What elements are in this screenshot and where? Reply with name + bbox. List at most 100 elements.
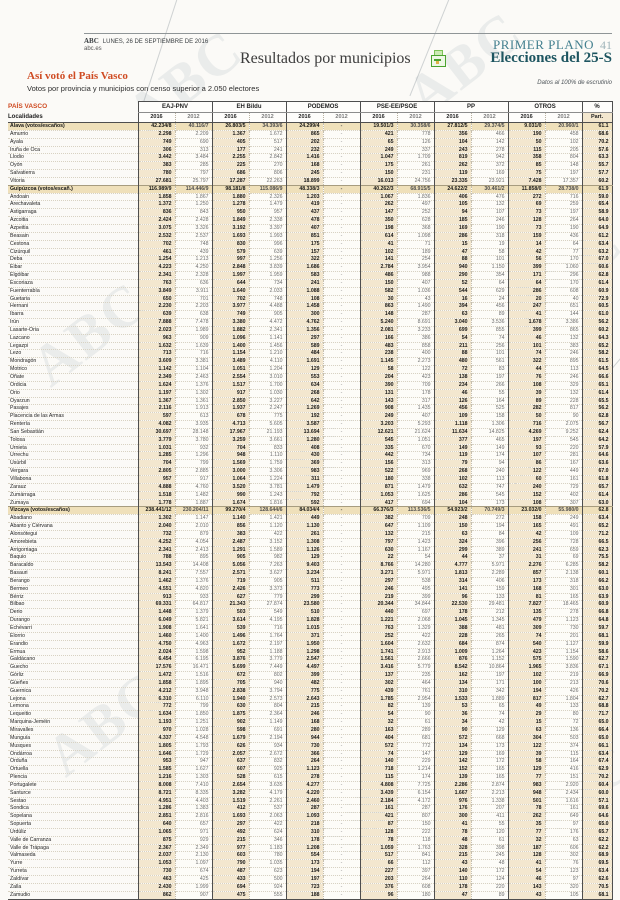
locality-name: Astigarraga <box>8 208 139 217</box>
vote-value: 1.167 <box>396 545 435 554</box>
table-row: Orduña 953 947 637 832 264-140 229 142 172 58 164 6… <box>8 757 613 766</box>
vote-value: 2.954 <box>396 694 435 703</box>
vote-value: 778 <box>396 129 435 139</box>
vote-value: 863 <box>359 302 398 311</box>
vote-value: 68.1 <box>581 890 613 900</box>
vote-value: 539 <box>211 624 250 633</box>
vote-value: 947 <box>174 757 213 766</box>
vote-value: 41 <box>359 239 398 248</box>
vote-value: 100 <box>507 678 546 688</box>
locality-name: Yurre <box>8 859 139 868</box>
vote-value: - <box>322 647 361 656</box>
year-header: 2012 <box>544 112 583 123</box>
vote-value: 4.277 <box>285 780 324 790</box>
vote-value: - <box>322 820 361 829</box>
vote-value: 699 <box>433 325 472 335</box>
vote-value: 63.6 <box>581 459 613 468</box>
vote-value: 383 <box>137 161 175 170</box>
vote-value: 1.203 <box>285 192 324 201</box>
vote-value: 56.2 <box>581 318 613 327</box>
vote-value: 657 <box>174 820 213 829</box>
vote-value: - <box>322 459 361 468</box>
vote-value: 1.448 <box>137 608 175 617</box>
vote-value: 59.7 <box>581 624 613 633</box>
vote-value: 102 <box>359 247 398 256</box>
vote-value: 65.1 <box>581 380 613 390</box>
vote-value: 110 <box>433 875 472 884</box>
vote-value: 93 <box>507 443 546 452</box>
vote-value: 2.532 <box>137 231 175 241</box>
vote-value: 135 <box>507 608 546 617</box>
vote-value: 404 <box>359 733 398 743</box>
vote-value: 3.948 <box>174 686 213 696</box>
vote-value: 606 <box>544 843 583 852</box>
table-row: Ortuella 1.585 1.627 607 925 1.123-718 1.214 15… <box>8 765 613 774</box>
table-row: Guernica 4.212 3.948 2.838 3.794 775-439 761 31… <box>8 686 613 696</box>
vote-value: 2.426 <box>211 584 250 594</box>
vote-value: 2.848 <box>211 263 250 272</box>
vote-value: 122 <box>507 741 546 750</box>
vote-value: 522 <box>359 467 398 476</box>
vote-value: 2.413 <box>174 545 213 554</box>
vote-value: 16.471 <box>174 663 213 672</box>
site-url[interactable]: abc.es <box>84 46 102 52</box>
vote-value: 313 <box>396 459 435 468</box>
vote-value: 297 <box>359 576 398 586</box>
vote-value: 439 <box>174 247 213 256</box>
vote-value: 948 <box>211 451 250 460</box>
vote-value: 2.063 <box>248 812 287 821</box>
vote-value: 630 <box>359 545 398 554</box>
vote-value: 540 <box>507 639 546 649</box>
vote-value: 929 <box>174 835 213 845</box>
vote-value: 908 <box>359 404 398 413</box>
vote-value: 215 <box>396 529 435 539</box>
vote-value: 2.130 <box>174 851 213 860</box>
vote-value: - <box>322 702 361 711</box>
vote-value: 42.234/8 <box>137 122 175 131</box>
vote-value: 34 <box>433 718 472 727</box>
vote-value: 1.140 <box>211 514 250 523</box>
vote-value: 422 <box>248 529 287 539</box>
vote-value: - <box>322 200 361 209</box>
locality-name: Guernica <box>8 686 139 696</box>
vote-value: 299 <box>433 545 472 554</box>
locality-name: Munguía <box>8 733 139 743</box>
locality-name: Berango <box>8 576 139 586</box>
vote-value: 50 <box>507 412 546 421</box>
vote-value: 281 <box>544 451 583 460</box>
vote-value: 66.8 <box>581 608 613 617</box>
vote-value: 1.641 <box>174 624 213 633</box>
vote-value: 8.721 <box>137 788 175 798</box>
vote-value: 1.130 <box>285 522 324 531</box>
province-row: Vizcaya (votos/escaños) 238.441/12 230.204… <box>8 506 613 515</box>
locality-name: Hernani <box>8 302 139 311</box>
locality-name: Guetaria <box>8 294 139 303</box>
vote-value: 598 <box>211 725 250 735</box>
table-row: Tolosa 3.779 3.780 3.259 3.661 1.280-545 1.051… <box>8 435 613 445</box>
vote-value: 139 <box>396 702 435 711</box>
vote-value: 70.2 <box>581 137 613 147</box>
vote-value: 55 <box>470 388 509 398</box>
vote-value: 17.357 <box>544 176 583 186</box>
vote-value: 681 <box>396 733 435 743</box>
vote-value: - <box>322 231 361 241</box>
vote-value: 638 <box>174 310 213 319</box>
vote-value: 4.337 <box>137 733 175 743</box>
vote-value: 61.5 <box>581 357 613 366</box>
vote-value: 30.697 <box>137 427 175 437</box>
vote-value: 772 <box>137 702 175 711</box>
vote-value: 62.8 <box>581 271 613 280</box>
vote-value: 465 <box>470 435 509 445</box>
vote-value: 716 <box>507 420 546 429</box>
vote-value: 1.678 <box>507 318 546 327</box>
vote-value: - <box>322 788 361 798</box>
vote-value: 122 <box>507 467 546 476</box>
vote-value: 161 <box>544 474 583 484</box>
vote-value: 23.032/0 <box>507 506 546 515</box>
vote-value: 64.5 <box>581 365 613 374</box>
vote-value: 324 <box>433 537 472 547</box>
table-row: Urdúliz 1.065 971 492 624 310-128 222 78 120 77 17… <box>8 827 613 837</box>
vote-value: 197 <box>470 373 509 382</box>
vote-value: 67.0 <box>581 467 613 476</box>
vote-value: 69.331 <box>137 600 175 609</box>
